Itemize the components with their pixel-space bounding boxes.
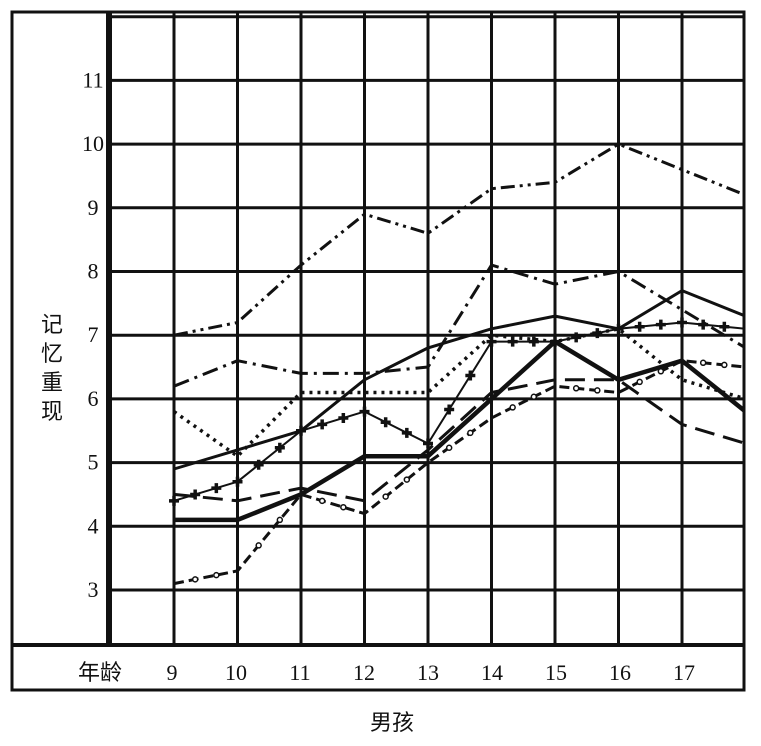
cross-marker [465,370,476,381]
circle-marker [445,444,453,451]
y-tick-label: 7 [88,322,99,347]
circle-marker [594,387,601,394]
y-tick-label: 5 [88,450,99,475]
x-tick-label: 16 [609,660,631,685]
circle-marker [382,493,389,500]
cross-marker [232,476,243,487]
cross-marker [677,317,687,328]
y-tick-label: 8 [88,259,99,284]
circle-marker [530,393,538,401]
chart-frame [10,10,746,692]
circle-marker [721,361,728,369]
cross-marker [380,417,391,428]
circle-marker [636,378,643,386]
series-line-solid [173,289,744,471]
series-line-heavy-solid [174,339,744,523]
circle-marker [276,516,284,524]
x-axis-label: 年龄 [78,660,122,685]
y-axis-label-char: 现 [41,399,63,424]
y-tick-label: 3 [88,577,99,602]
series-line-dotted [172,327,744,458]
cross-marker [190,489,201,500]
cross-marker [211,483,222,494]
horizontal-gridlines [108,15,744,592]
cross-marker [338,413,349,424]
cross-marker [486,336,497,347]
circle-marker [318,497,326,505]
circle-marker [191,576,199,583]
cross-marker [359,406,370,417]
y-axis-label-char: 忆 [41,341,63,366]
y-tick-label: 6 [88,386,99,411]
series-lines [169,142,744,586]
x-tick-label: 10 [225,660,247,685]
circle-marker [572,385,580,392]
circle-marker [657,368,665,375]
circle-marker [467,429,474,437]
y-axis-label-char: 重 [41,370,63,395]
cross-marker [634,321,645,332]
y-tick-label: 10 [82,131,104,156]
series-line-dash-dot [173,263,744,388]
series-line-long-dash [173,378,744,503]
y-tick-label: 4 [88,513,99,538]
circle-marker [340,503,347,511]
cross-marker [274,442,285,453]
cross-marker [719,321,730,332]
cross-marker [528,336,539,347]
series-line-dash-dot-dot [173,142,744,337]
y-tick-label: 11 [82,67,103,92]
x-axis-row: 年龄 9 10 11 12 13 14 15 16 17 [78,660,695,685]
cross-marker [169,495,179,506]
cross-marker [401,427,412,438]
cross-marker [444,404,455,415]
x-tick-label: 17 [673,660,695,685]
series-line-dash-circle [173,359,744,586]
cross-marker [655,319,666,330]
circle-marker [509,404,516,411]
x-tick-label: 14 [481,660,503,685]
circle-marker [699,359,707,367]
chart-caption: 男孩 [370,710,414,735]
circle-marker [255,542,262,549]
cross-marker [698,319,709,330]
x-tick-label: 12 [353,660,375,685]
x-tick-label: 13 [417,660,439,685]
cross-marker [317,419,328,430]
y-tick-labels: 3 4 5 6 7 8 9 10 11 [82,67,104,602]
y-axis-label-char: 记 [41,312,63,337]
x-tick-label: 9 [167,660,178,685]
cross-marker [253,459,264,470]
x-tick-label: 11 [289,660,310,685]
outer-border [10,10,746,692]
cross-marker [296,425,306,436]
series-line-cross [173,321,744,502]
cross-marker [423,438,433,449]
circle-marker [403,476,411,483]
x-tick-label: 15 [545,660,567,685]
circle-marker [213,571,220,579]
y-tick-label: 9 [88,195,99,220]
